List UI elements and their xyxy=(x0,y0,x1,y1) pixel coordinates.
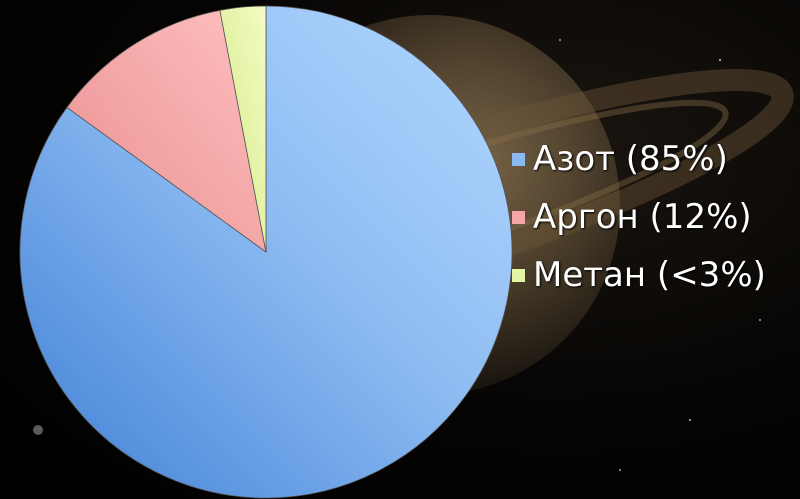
star xyxy=(719,59,721,61)
pie-slice xyxy=(219,5,267,253)
star xyxy=(619,469,621,471)
star xyxy=(559,39,561,41)
pie-slice xyxy=(66,9,267,253)
moon xyxy=(33,425,43,435)
legend-swatch xyxy=(512,268,525,282)
legend-swatch xyxy=(512,152,525,166)
pie-slice xyxy=(19,5,513,499)
star xyxy=(759,319,761,321)
chart-legend: Азот (85%) Аргон (12%) Метан (<3%) xyxy=(512,130,798,304)
legend-item: Метан (<3%) xyxy=(512,246,798,304)
legend-swatch xyxy=(512,210,525,224)
legend-label: Аргон (12%) xyxy=(533,197,752,237)
legend-label: Азот (85%) xyxy=(533,139,728,179)
star xyxy=(689,419,691,421)
pie-chart xyxy=(19,5,513,499)
legend-label: Метан (<3%) xyxy=(533,255,766,295)
legend-item: Аргон (12%) xyxy=(512,188,798,246)
legend-item: Азот (85%) xyxy=(512,130,798,188)
